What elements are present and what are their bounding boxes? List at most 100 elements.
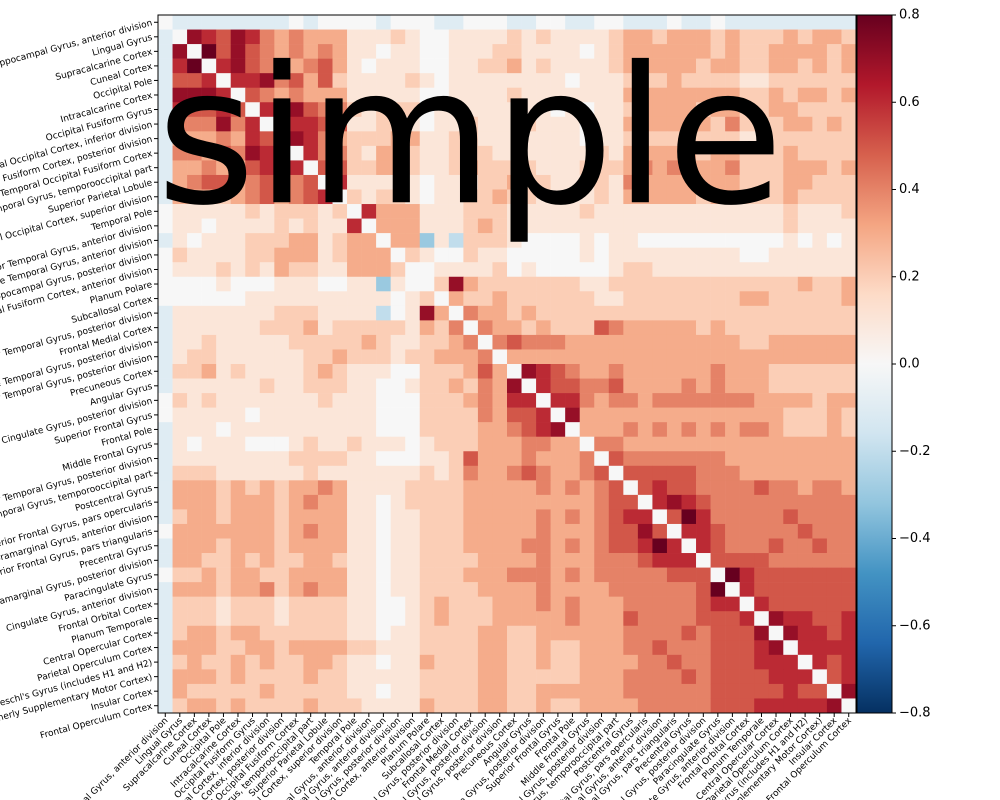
heat-cell — [565, 465, 581, 481]
heat-cell — [812, 189, 828, 205]
heat-cell — [216, 451, 232, 467]
heat-cell — [826, 494, 842, 510]
heat-cell — [608, 73, 624, 89]
heat-cell — [652, 494, 668, 510]
heat-cell — [739, 509, 755, 525]
heat-cell — [201, 102, 217, 118]
heat-cell — [579, 145, 595, 161]
heat-cell — [812, 160, 828, 176]
heat-cell — [594, 189, 610, 205]
heat-cell — [754, 15, 770, 30]
heat-cell — [361, 87, 377, 103]
heat-cell — [710, 44, 726, 59]
heat-cell — [230, 422, 246, 438]
heat-cell — [463, 87, 479, 103]
heat-cell — [725, 407, 740, 423]
heat-cell — [332, 553, 348, 568]
heat-cell — [361, 567, 377, 583]
heat-cell — [230, 364, 246, 379]
heat-cell — [652, 436, 668, 452]
heat-cell — [230, 393, 246, 408]
heat-cell — [288, 73, 304, 89]
heat-cell — [390, 436, 406, 452]
heat-cell — [521, 683, 537, 699]
heat-cell — [259, 611, 275, 627]
heat-cell — [507, 523, 522, 539]
heat-cell — [187, 654, 202, 670]
heat-cell — [347, 509, 362, 525]
heat-cell — [376, 378, 391, 394]
heat-cell — [666, 625, 682, 641]
heat-cell — [230, 567, 246, 583]
heat-cell — [405, 640, 421, 656]
heat-cell — [448, 44, 464, 59]
heat-cell — [448, 15, 464, 30]
heat-cell — [696, 349, 711, 365]
heat-cell — [259, 189, 275, 205]
heat-cell — [841, 364, 857, 379]
heat-cell — [797, 320, 813, 336]
heat-cell — [332, 422, 348, 438]
heat-cell — [608, 174, 624, 190]
heat-cell — [826, 262, 842, 278]
heat-cell — [521, 15, 537, 30]
heat-cell — [536, 174, 551, 190]
heat-cell — [507, 582, 522, 597]
heat-cell — [681, 654, 697, 670]
heat-cell — [376, 334, 391, 350]
heat-cell — [405, 247, 421, 263]
heat-cell — [288, 320, 304, 336]
heat-cell — [652, 407, 668, 423]
heat-cell — [666, 509, 682, 525]
heat-cell — [347, 87, 362, 103]
heat-cell — [565, 145, 581, 161]
heat-cell — [274, 640, 290, 656]
heat-cell — [783, 523, 799, 539]
heat-cell — [666, 538, 682, 554]
heat-cell — [623, 640, 639, 656]
heat-cell — [623, 451, 639, 467]
heat-cell — [696, 29, 711, 45]
heat-cell — [754, 378, 770, 394]
heat-cell — [216, 582, 232, 597]
heat-cell — [725, 494, 740, 510]
heat-cell — [637, 480, 653, 496]
heat-cell — [594, 378, 610, 394]
heat-cell — [492, 247, 508, 263]
heat-cell — [826, 436, 842, 452]
heat-cell — [187, 553, 202, 568]
heat-cell — [666, 480, 682, 496]
heat-cell — [536, 523, 551, 539]
heat-cell — [201, 509, 217, 525]
heat-cell — [158, 131, 173, 147]
heat-cell — [172, 683, 188, 699]
heat-cell — [172, 276, 188, 292]
heat-cell — [463, 262, 479, 278]
heat-cell — [623, 276, 639, 292]
heat-cell — [725, 116, 740, 132]
heat-cell — [216, 611, 232, 627]
heat-cell — [696, 553, 711, 568]
heat-cell — [172, 625, 188, 641]
heat-cell — [172, 509, 188, 525]
heat-cell — [303, 160, 319, 176]
heat-cell — [463, 683, 479, 699]
heat-cell — [841, 160, 857, 176]
heat-cell — [288, 218, 304, 234]
heat-cell — [536, 320, 551, 336]
heat-cell — [405, 480, 421, 496]
heat-cell — [434, 640, 450, 656]
heat-cell — [158, 451, 173, 467]
heat-cell — [288, 160, 304, 176]
heat-cell — [172, 247, 188, 263]
heat-cell — [666, 553, 682, 568]
heat-cell — [419, 611, 435, 627]
heat-cell — [681, 625, 697, 641]
heat-cell — [536, 189, 551, 205]
heat-cell — [637, 291, 653, 307]
heat-cell — [317, 407, 333, 423]
heat-cell — [739, 116, 755, 132]
heat-cell — [725, 87, 740, 103]
heat-cell — [579, 611, 595, 627]
heat-cell — [579, 669, 595, 685]
